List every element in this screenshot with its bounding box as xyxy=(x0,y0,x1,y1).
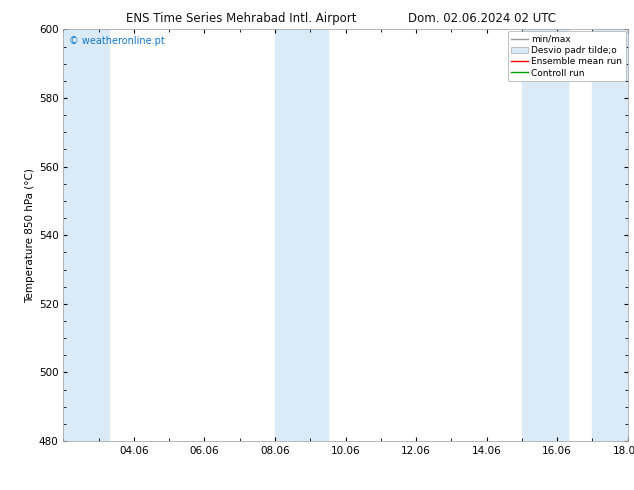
Bar xyxy=(63,29,109,441)
Y-axis label: Temperature 850 hPa (°C): Temperature 850 hPa (°C) xyxy=(25,168,35,303)
Legend: min/max, Desvio padr tilde;o, Ensemble mean run, Controll run: min/max, Desvio padr tilde;o, Ensemble m… xyxy=(508,31,626,81)
Bar xyxy=(522,29,567,441)
Text: ENS Time Series Mehrabad Intl. Airport: ENS Time Series Mehrabad Intl. Airport xyxy=(126,12,356,25)
Bar xyxy=(592,29,628,441)
Text: Dom. 02.06.2024 02 UTC: Dom. 02.06.2024 02 UTC xyxy=(408,12,556,25)
Text: © weatheronline.pt: © weatheronline.pt xyxy=(69,36,165,46)
Bar xyxy=(275,29,328,441)
